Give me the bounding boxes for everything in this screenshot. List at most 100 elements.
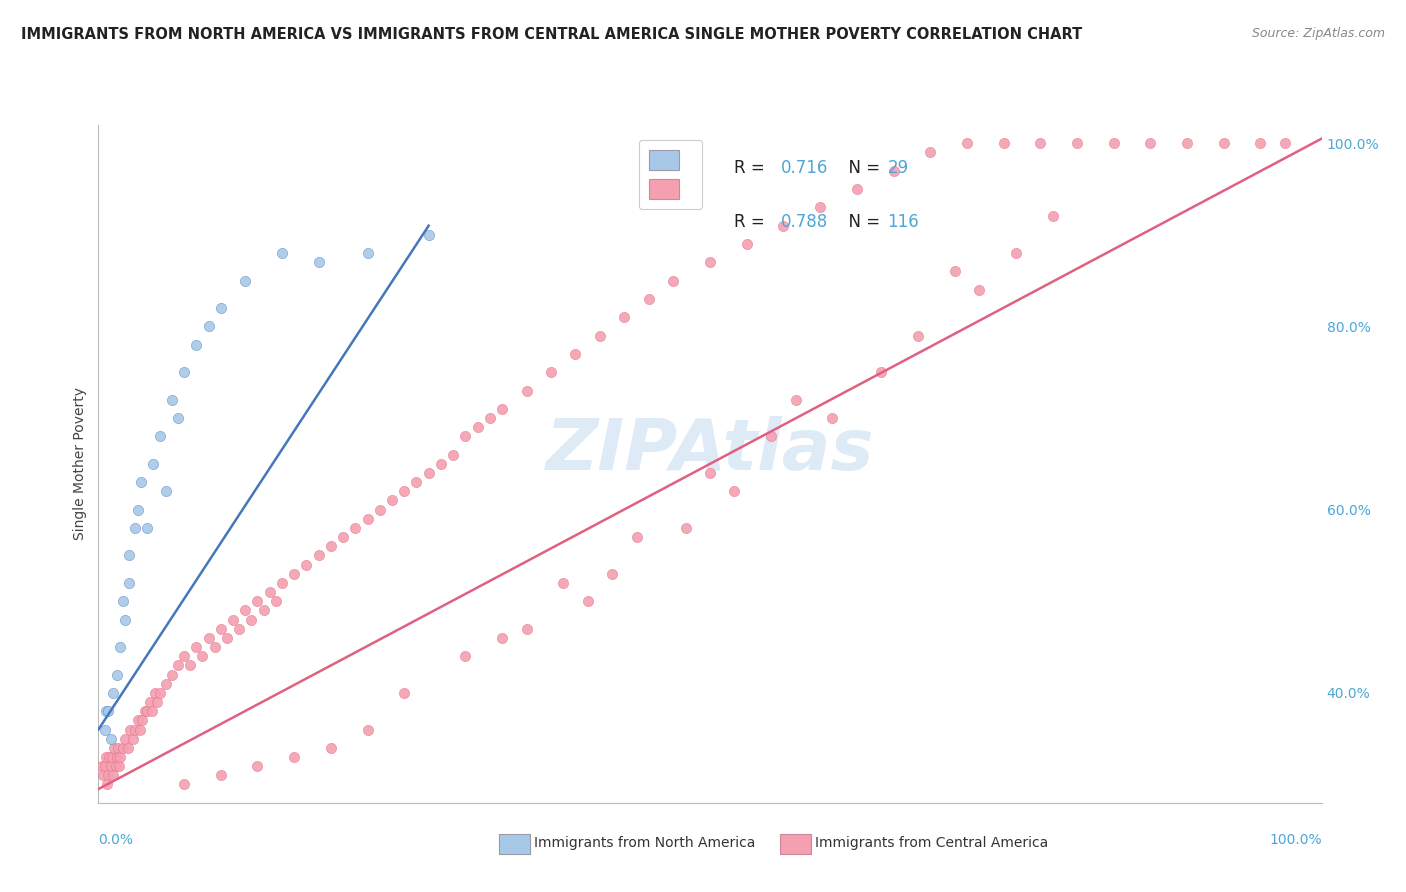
- Point: [246, 759, 269, 773]
- Point: [149, 686, 172, 700]
- Point: [553, 576, 575, 591]
- Point: [127, 714, 149, 728]
- Point: [167, 411, 190, 425]
- Point: [124, 723, 146, 737]
- Point: [209, 301, 232, 315]
- Point: [515, 622, 537, 636]
- Point: [160, 667, 183, 681]
- Point: [204, 640, 226, 654]
- Point: [735, 237, 758, 252]
- Point: [381, 493, 404, 508]
- Point: [356, 246, 378, 260]
- Point: [91, 768, 114, 782]
- Point: [191, 649, 214, 664]
- Point: [392, 686, 416, 700]
- Point: [114, 613, 136, 627]
- Point: [308, 255, 330, 269]
- Point: [405, 475, 427, 490]
- Point: [105, 750, 128, 764]
- Point: [100, 731, 122, 746]
- Point: [270, 576, 294, 591]
- Point: [283, 566, 305, 581]
- Point: [540, 365, 562, 379]
- Point: [101, 750, 124, 764]
- Point: [845, 182, 868, 196]
- Point: [662, 274, 685, 288]
- Point: [97, 768, 120, 782]
- Point: [600, 566, 623, 581]
- Point: [91, 759, 114, 773]
- Point: [167, 658, 190, 673]
- Point: [93, 759, 115, 773]
- Point: [259, 585, 281, 599]
- Point: [117, 740, 139, 755]
- Point: [344, 521, 367, 535]
- Text: R =: R =: [734, 159, 770, 177]
- Point: [131, 714, 153, 728]
- Point: [101, 686, 124, 700]
- Point: [155, 676, 177, 690]
- Point: [209, 622, 232, 636]
- Point: [1249, 136, 1271, 151]
- Point: [332, 530, 354, 544]
- Point: [785, 392, 807, 407]
- Text: IMMIGRANTS FROM NORTH AMERICA VS IMMIGRANTS FROM CENTRAL AMERICA SINGLE MOTHER P: IMMIGRANTS FROM NORTH AMERICA VS IMMIGRA…: [21, 27, 1083, 42]
- Point: [127, 502, 149, 516]
- Text: Immigrants from North America: Immigrants from North America: [534, 836, 755, 850]
- Text: R =: R =: [734, 213, 770, 231]
- Text: Source: ZipAtlas.com: Source: ZipAtlas.com: [1251, 27, 1385, 40]
- Point: [699, 255, 721, 269]
- Point: [283, 750, 305, 764]
- Text: 116: 116: [887, 213, 920, 231]
- Point: [264, 594, 287, 608]
- Text: N =: N =: [838, 159, 886, 177]
- Point: [418, 466, 440, 480]
- Point: [491, 401, 513, 416]
- Point: [392, 484, 416, 499]
- Point: [1212, 136, 1234, 151]
- Text: ZIPAtlas: ZIPAtlas: [546, 416, 875, 484]
- Point: [120, 723, 142, 737]
- Point: [215, 631, 238, 645]
- Point: [613, 310, 636, 325]
- Text: 0.788: 0.788: [780, 213, 828, 231]
- Point: [139, 695, 162, 709]
- Point: [308, 549, 330, 563]
- Point: [418, 227, 440, 242]
- Text: 0.0%: 0.0%: [98, 833, 134, 847]
- Point: [478, 411, 501, 425]
- Point: [173, 777, 195, 791]
- Point: [319, 539, 342, 553]
- Text: N =: N =: [838, 213, 886, 231]
- Point: [103, 740, 125, 755]
- Point: [240, 613, 263, 627]
- Point: [143, 686, 166, 700]
- Point: [319, 740, 342, 755]
- Point: [118, 549, 141, 563]
- Point: [136, 704, 159, 718]
- Point: [638, 292, 661, 306]
- Point: [179, 658, 201, 673]
- Point: [104, 759, 127, 773]
- Point: [589, 328, 612, 343]
- Point: [110, 750, 132, 764]
- Point: [368, 502, 391, 516]
- Point: [564, 347, 586, 361]
- Point: [1139, 136, 1161, 151]
- Point: [197, 319, 219, 334]
- Point: [1029, 136, 1052, 151]
- Point: [197, 631, 219, 645]
- Point: [173, 649, 195, 664]
- Point: [993, 136, 1015, 151]
- Point: [155, 484, 177, 499]
- Point: [870, 365, 893, 379]
- Point: [576, 594, 599, 608]
- Text: 100.0%: 100.0%: [1270, 833, 1322, 847]
- Point: [454, 649, 477, 664]
- Y-axis label: Single Mother Poverty: Single Mother Poverty: [73, 387, 87, 541]
- Point: [142, 457, 165, 471]
- Point: [956, 136, 979, 151]
- Point: [100, 759, 122, 773]
- Point: [967, 283, 990, 297]
- Point: [1004, 246, 1026, 260]
